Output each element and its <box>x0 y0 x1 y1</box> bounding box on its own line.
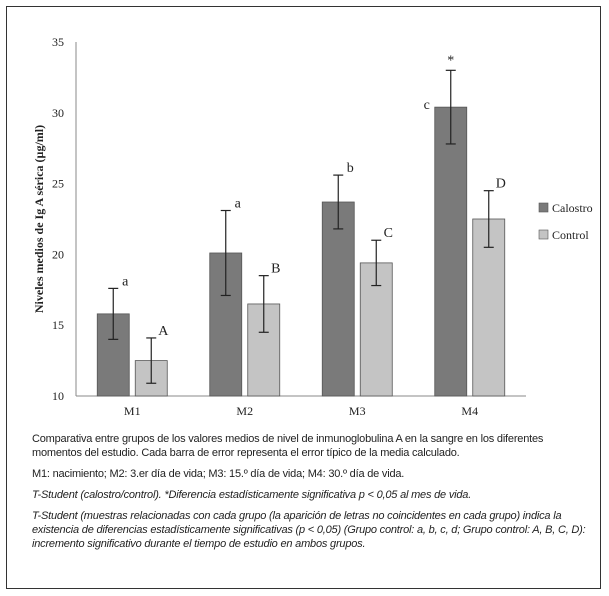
significance-letter-control-m4: D <box>496 177 506 192</box>
caption-student-test: T-Student (calostro/control). *Diferenci… <box>32 489 472 501</box>
significance-asterisk-0: * <box>447 53 454 68</box>
caption-description: Comparativa entre grupos de los valores … <box>32 433 544 459</box>
y-axis-title: Niveles medios de Ig A sérica (µg/ml) <box>32 125 46 313</box>
caption-timepoints: M1: nacimiento; M2: 3.er día de vida; M3… <box>32 468 405 480</box>
bar-chart: Niveles medios de Ig A sérica (µg/ml) 10… <box>32 35 593 418</box>
significance-letter-control-m2: B <box>271 262 280 277</box>
y-tick-label-2: 20 <box>52 247 64 261</box>
bar-calostro-m4 <box>434 106 468 397</box>
y-axis-title-group: Niveles medios de Ig A sérica (µg/ml) <box>32 125 46 313</box>
legend-label-control: Control <box>552 228 589 242</box>
bar-control-m4 <box>472 218 506 397</box>
significance-letter-calostro-m4: c <box>424 98 430 113</box>
y-tick-label-1: 15 <box>52 318 64 332</box>
y-tick-label-4: 30 <box>52 106 64 120</box>
significance-letter-calostro-m3: b <box>347 161 354 176</box>
y-tick-label-5: 35 <box>52 35 64 49</box>
legend-label-calostro: Calostro <box>552 201 593 215</box>
x-tick-label-m4: M4 <box>461 404 478 418</box>
significance-letter-control-m1: A <box>158 324 169 339</box>
significance-letter-control-m3: C <box>384 226 393 241</box>
legend-swatch-control <box>538 229 549 240</box>
bar-calostro-m3 <box>321 201 355 397</box>
x-tick-label-m2: M2 <box>236 404 253 418</box>
legend-swatch-calostro <box>538 202 549 213</box>
y-tick-label-3: 25 <box>52 177 64 191</box>
figure-caption: Comparativa entre grupos de los valores … <box>32 432 594 558</box>
x-tick-label-m3: M3 <box>349 404 366 418</box>
significance-letter-calostro-m2: a <box>235 197 242 212</box>
caption-paired-test: T-Student (muestras relacionadas con cad… <box>32 510 586 550</box>
x-tick-label-m1: M1 <box>124 404 141 418</box>
bar-calostro-m2 <box>209 252 243 397</box>
significance-letter-calostro-m1: a <box>122 274 129 289</box>
y-tick-label-0: 10 <box>52 389 64 403</box>
